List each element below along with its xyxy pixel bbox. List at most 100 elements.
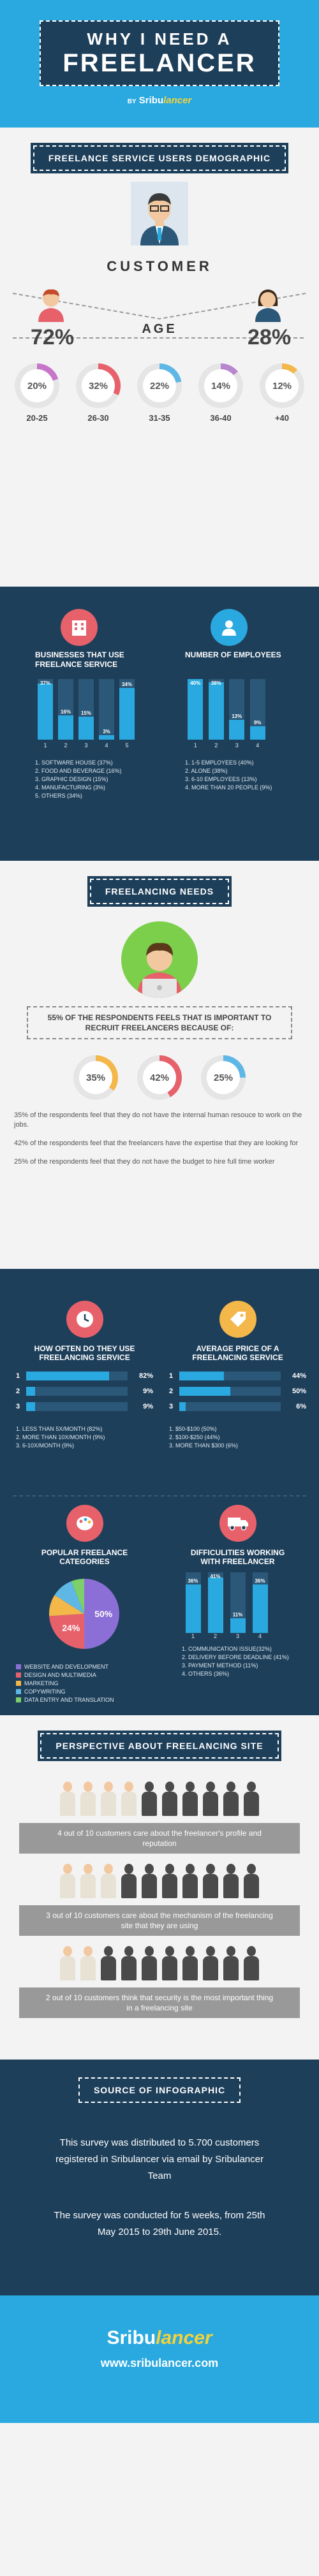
person-highlight-icon xyxy=(99,1782,118,1816)
legend-swatch xyxy=(16,1672,21,1678)
perspective-note: 3 out of 10 customers care about the mec… xyxy=(19,1905,300,1936)
bar-tick: 1 xyxy=(193,742,197,749)
people-row xyxy=(0,1864,319,1901)
perspective-section: PERSPECTIVE ABOUT FREELANCING SITE 4 out… xyxy=(0,1715,319,2060)
footer-brand-lancer: lancer xyxy=(156,2327,212,2348)
employees-bar-chart: 40% 38% 13% 9% xyxy=(185,679,268,740)
business-bar-chart: 37% 16% 15% 3% 34% xyxy=(35,679,137,740)
hbar-row: 1 44% xyxy=(169,1368,306,1384)
person-body xyxy=(142,1874,157,1898)
bar-label: 41% xyxy=(210,1574,221,1579)
categories-legend: WEBSITE AND DEVELOPMENT DESIGN AND MULTIM… xyxy=(16,1664,153,1703)
legend-item: 5. OTHERS (34%) xyxy=(35,793,83,799)
demographic-banner: FREELANCE SERVICE USERS DEMOGRAPHIC xyxy=(30,143,289,173)
age-range: 26-30 xyxy=(87,413,109,423)
needs-ring: 42% xyxy=(137,1055,182,1100)
categories-title: POPULAR FREELANCE CATEGORIES xyxy=(41,1548,128,1566)
source-section: SOURCE OF INFOGRAPHIC This survey was di… xyxy=(0,2060,319,2295)
person-icon xyxy=(221,1946,241,1980)
footer-url-link[interactable]: www.sribulancer.com xyxy=(100,2357,219,2369)
freelancer-laptop-icon xyxy=(121,921,198,998)
bar-label: 40% xyxy=(190,680,201,686)
bar-label: 34% xyxy=(121,682,132,688)
clock-icon xyxy=(66,1301,103,1338)
categories-pie-chart: 50% 24% xyxy=(49,1579,119,1649)
needs-ring-label: 35% xyxy=(85,1072,106,1083)
hbar-index: 3 xyxy=(16,1403,20,1410)
legend-item: 4. OTHERS (36%) xyxy=(182,1671,230,1677)
stats-section: HOW OFTEN DO THEY USE FREELANCING SERVIC… xyxy=(0,1269,319,1715)
legend-item: 1. COMMUNICATION ISSUE(32%) xyxy=(182,1646,272,1652)
age-ring-label: 22% xyxy=(149,380,170,392)
bar-label: 36% xyxy=(255,1578,265,1584)
bar-label: 38% xyxy=(211,680,221,686)
brand-lancer: lancer xyxy=(163,95,192,106)
price-block: AVERAGE PRICE OF A FREELANCING SERVICE 1… xyxy=(169,1301,306,1451)
category-legend-item: DATA ENTRY AND TRANSLATION xyxy=(16,1697,153,1703)
hbar-row: 2 9% xyxy=(16,1384,153,1399)
hbar xyxy=(26,1372,128,1380)
person-highlight-icon xyxy=(78,1864,98,1898)
age-range: 20-25 xyxy=(26,413,48,423)
person-body xyxy=(203,1956,218,1980)
legend-item: 3. 6-10X/MONTH (9%) xyxy=(16,1442,75,1449)
age-ring: 12% xyxy=(260,363,304,408)
hbar xyxy=(26,1402,128,1411)
person-highlight-icon xyxy=(119,1782,138,1816)
categories-block: POPULAR FREELANCE CATEGORIES 50% 24% WEBS… xyxy=(16,1505,153,1705)
business-bar-ticks: 1 2 3 4 5 xyxy=(35,742,137,750)
header-brand: BY Sribulancer xyxy=(0,95,319,106)
male-pct: 72% xyxy=(31,325,75,349)
perspective-note: 4 out of 10 customers care about the fre… xyxy=(19,1823,300,1854)
person-head xyxy=(124,1782,133,1792)
person-icon xyxy=(160,1946,179,1980)
hbar-label: 50% xyxy=(292,1387,306,1395)
person-head xyxy=(247,1782,256,1792)
customer-label: CUSTOMER xyxy=(107,258,212,274)
needs-rings: 35% 42% 25% xyxy=(64,1055,255,1100)
hbar-index: 2 xyxy=(169,1387,174,1395)
person-icon xyxy=(140,1782,159,1816)
person-highlight-icon xyxy=(58,1782,77,1816)
person-icon xyxy=(242,1946,261,1980)
bar: 34% xyxy=(119,679,135,740)
person-head xyxy=(186,1782,195,1792)
needs-text: 35% of the respondents feel that they do… xyxy=(14,1111,305,1167)
person-body xyxy=(182,1874,198,1898)
bar: 15% xyxy=(78,679,94,740)
hbar xyxy=(179,1372,281,1380)
needs-p1: 35% of the respondents feel that they do… xyxy=(14,1111,302,1129)
person-icon xyxy=(140,1864,159,1898)
person-head xyxy=(84,1782,93,1792)
brand-sribu: Sribu xyxy=(138,95,164,106)
difficulties-bar-chart: 36% 41% 11% 36% xyxy=(182,1572,271,1633)
employees-icon xyxy=(211,609,248,646)
person-head xyxy=(63,1946,72,1956)
male-icon xyxy=(35,287,67,325)
hbar-fill xyxy=(26,1387,36,1396)
bar-tick: 2 xyxy=(64,742,68,749)
difficulties-block: DIFFICULITIES WORKING WITH FREELANCER 36… xyxy=(169,1505,306,1679)
bar: 40% xyxy=(188,679,204,740)
person-body xyxy=(203,1874,218,1898)
legend-text: MARKETING xyxy=(24,1680,59,1687)
bar-label: 9% xyxy=(253,719,262,726)
female-icon xyxy=(252,287,284,325)
bar: 9% xyxy=(249,679,265,740)
hbar-row: 2 50% xyxy=(169,1384,306,1399)
needs-ring-label: 42% xyxy=(149,1072,170,1083)
person-body xyxy=(182,1956,198,1980)
age-group: 14% 36-40 xyxy=(198,363,243,423)
person-body xyxy=(60,1792,75,1816)
pie-slice xyxy=(49,1595,84,1616)
employees-legend: 1. 1-5 EMPLOYEES (40%) 2. ALONE (38%) 3. 6… xyxy=(185,757,313,793)
bar-label: 13% xyxy=(232,714,242,720)
legend-item: 3. MORE THAN $300 (6%) xyxy=(169,1442,238,1449)
person-head xyxy=(226,1864,235,1874)
person-body xyxy=(60,1874,75,1898)
person-head xyxy=(104,1946,113,1956)
bar-fill xyxy=(58,715,73,740)
legend-item: 1. $50-$100 (50%) xyxy=(169,1426,217,1432)
bar: 3% xyxy=(99,679,114,740)
legend-item: 2. DELIVERY BEFORE DEADLINE (41%) xyxy=(182,1654,289,1660)
